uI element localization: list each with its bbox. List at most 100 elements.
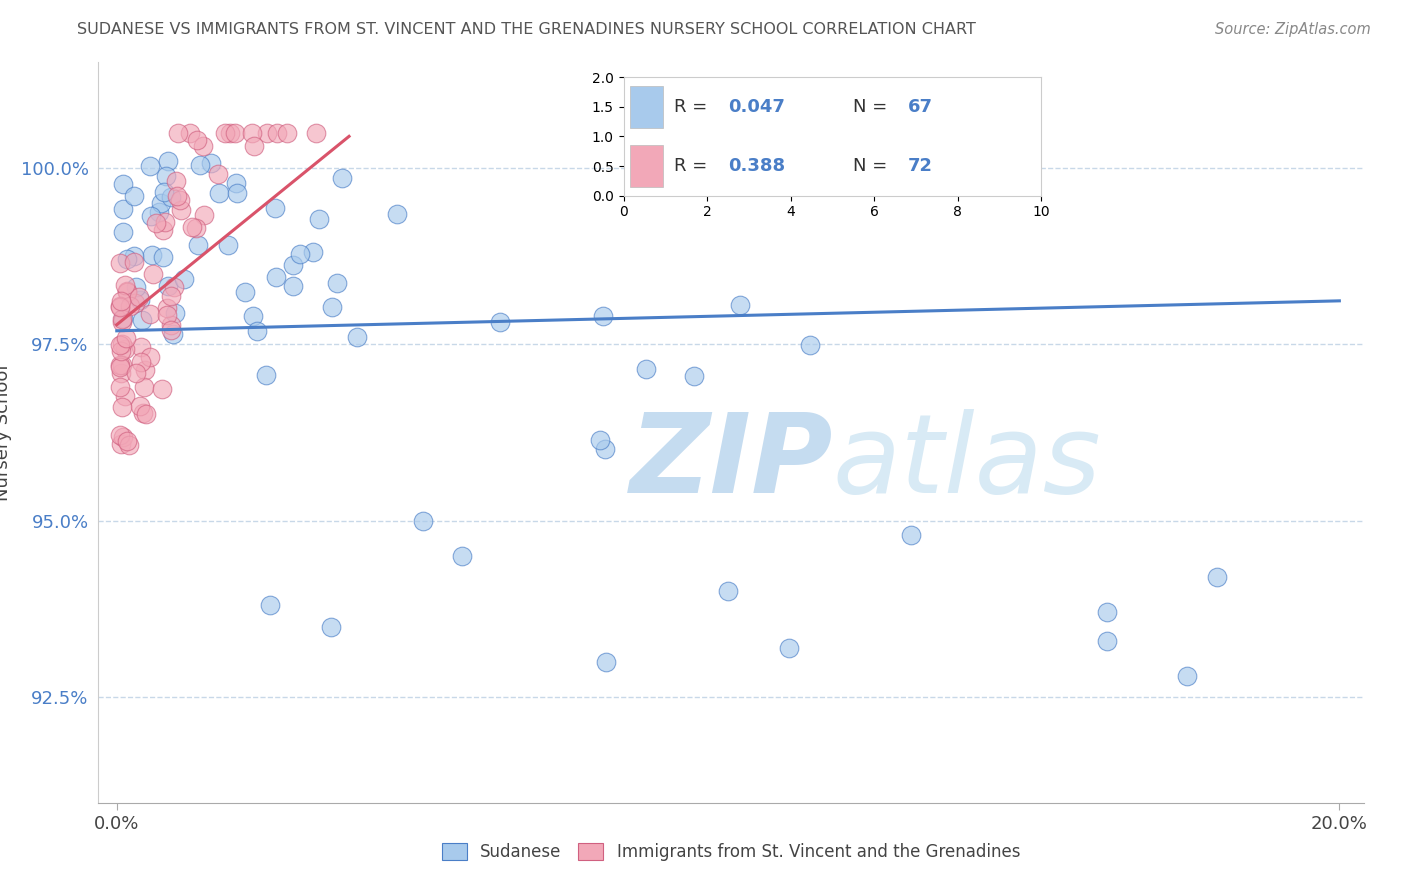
Point <box>1095 606 1118 620</box>
Point <box>112 430 135 444</box>
Point <box>115 331 138 345</box>
Point <box>149 196 172 211</box>
Point <box>193 208 215 222</box>
Point <box>1206 570 1229 584</box>
Point <box>207 167 229 181</box>
Point <box>156 301 179 315</box>
Point <box>162 327 184 342</box>
Point <box>256 126 278 140</box>
Point <box>115 252 138 267</box>
Point <box>188 157 211 171</box>
Point <box>412 514 434 528</box>
Point <box>156 278 179 293</box>
Point <box>129 355 152 369</box>
Point <box>114 389 136 403</box>
Point <box>218 126 240 140</box>
Point <box>330 170 353 185</box>
Point <box>207 186 229 200</box>
Point <box>111 311 134 326</box>
Point <box>385 207 408 221</box>
Point <box>110 437 132 451</box>
Point <box>305 126 328 140</box>
Point <box>451 549 474 563</box>
Point <box>142 267 165 281</box>
Point <box>683 369 706 384</box>
Point <box>108 256 131 270</box>
Point <box>125 280 148 294</box>
Point <box>1175 669 1198 683</box>
Point <box>160 190 183 204</box>
Point <box>636 361 658 376</box>
Text: atlas: atlas <box>832 409 1101 516</box>
Point <box>160 289 183 303</box>
Point <box>346 330 368 344</box>
Point <box>108 300 131 314</box>
Point <box>163 280 186 294</box>
Point <box>111 359 134 373</box>
Point <box>214 126 236 140</box>
Point <box>115 284 138 298</box>
Point <box>132 406 155 420</box>
Point <box>108 358 131 372</box>
Point <box>186 133 208 147</box>
Y-axis label: Nursery School: Nursery School <box>0 364 13 501</box>
Point <box>181 220 204 235</box>
Point <box>108 337 131 351</box>
Point <box>129 340 152 354</box>
Point <box>159 323 181 337</box>
Point <box>281 259 304 273</box>
Point <box>122 189 145 203</box>
Point <box>115 434 138 448</box>
Point <box>128 293 150 307</box>
Point <box>111 400 134 414</box>
Point <box>173 272 195 286</box>
Point <box>134 363 156 377</box>
Point <box>155 215 177 229</box>
Point <box>152 250 174 264</box>
Point <box>593 442 616 456</box>
Point <box>778 640 800 655</box>
Point <box>325 276 347 290</box>
Point <box>169 193 191 207</box>
Point <box>217 237 239 252</box>
Point <box>111 202 134 217</box>
Point <box>111 337 134 351</box>
Point <box>595 655 617 669</box>
Point <box>900 528 922 542</box>
Point <box>226 186 249 200</box>
Point <box>488 315 510 329</box>
Point <box>139 159 162 173</box>
Point <box>184 220 207 235</box>
Point <box>131 312 153 326</box>
Point <box>166 189 188 203</box>
Point <box>156 308 179 322</box>
Point <box>319 619 342 633</box>
Point <box>242 310 264 324</box>
Point <box>165 306 187 320</box>
Point <box>111 315 134 329</box>
Point <box>276 126 298 140</box>
Point <box>114 277 136 292</box>
Point <box>225 176 247 190</box>
Point <box>224 126 246 140</box>
Point <box>240 126 263 140</box>
Point <box>155 169 177 183</box>
Point <box>799 337 821 351</box>
Point <box>141 247 163 261</box>
Point <box>246 324 269 338</box>
Legend: Sudanese, Immigrants from St. Vincent and the Grenadines: Sudanese, Immigrants from St. Vincent an… <box>441 843 1021 861</box>
Point <box>145 216 167 230</box>
Point <box>165 174 187 188</box>
Point <box>243 139 266 153</box>
Point <box>128 290 150 304</box>
Point <box>148 205 170 219</box>
Point <box>156 153 179 168</box>
Point <box>159 318 181 332</box>
Point <box>191 139 214 153</box>
Text: SUDANESE VS IMMIGRANTS FROM ST. VINCENT AND THE GRENADINES NURSERY SCHOOL CORREL: SUDANESE VS IMMIGRANTS FROM ST. VINCENT … <box>77 22 976 37</box>
Point <box>150 382 173 396</box>
Point <box>110 366 132 380</box>
Point <box>108 360 131 375</box>
Point <box>728 298 751 312</box>
Point <box>139 351 162 365</box>
